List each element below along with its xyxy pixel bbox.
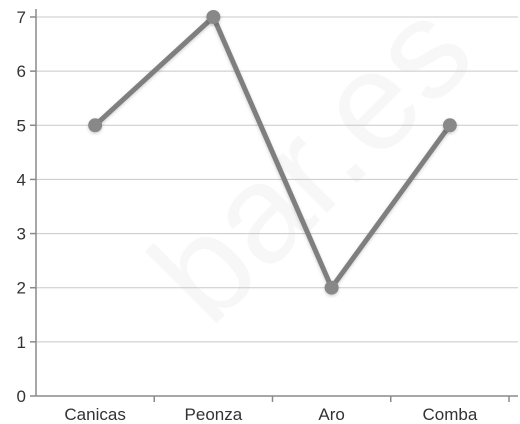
data-point-peonza — [206, 10, 221, 24]
x-tick-label-1: Peonza — [185, 405, 243, 424]
series-line — [92, 14, 453, 291]
y-tick-label-7: 7 — [17, 8, 26, 27]
axes — [35, 9, 518, 397]
data-point-aro — [324, 280, 339, 295]
x-axis-ticks: Canicas Peonza Aro Comba — [64, 396, 510, 424]
gridlines — [36, 16, 518, 343]
data-point-comba — [442, 118, 457, 133]
x-tick-label-0: Canicas — [64, 405, 125, 424]
y-tick-label-0: 0 — [17, 387, 26, 406]
y-tick-label-3: 3 — [17, 225, 26, 244]
data-point-canicas — [88, 118, 103, 133]
line-series — [88, 10, 457, 295]
y-tick-label-4: 4 — [17, 170, 26, 189]
x-tick-label-2: Aro — [318, 405, 344, 424]
y-tick-label-6: 6 — [17, 62, 26, 81]
y-tick-label-5: 5 — [17, 116, 26, 135]
y-axis-ticks: 0 1 2 3 4 5 6 7 — [17, 8, 36, 406]
y-tick-label-2: 2 — [17, 279, 26, 298]
y-tick-label-1: 1 — [17, 333, 26, 352]
x-tick-label-3: Comba — [422, 405, 477, 424]
